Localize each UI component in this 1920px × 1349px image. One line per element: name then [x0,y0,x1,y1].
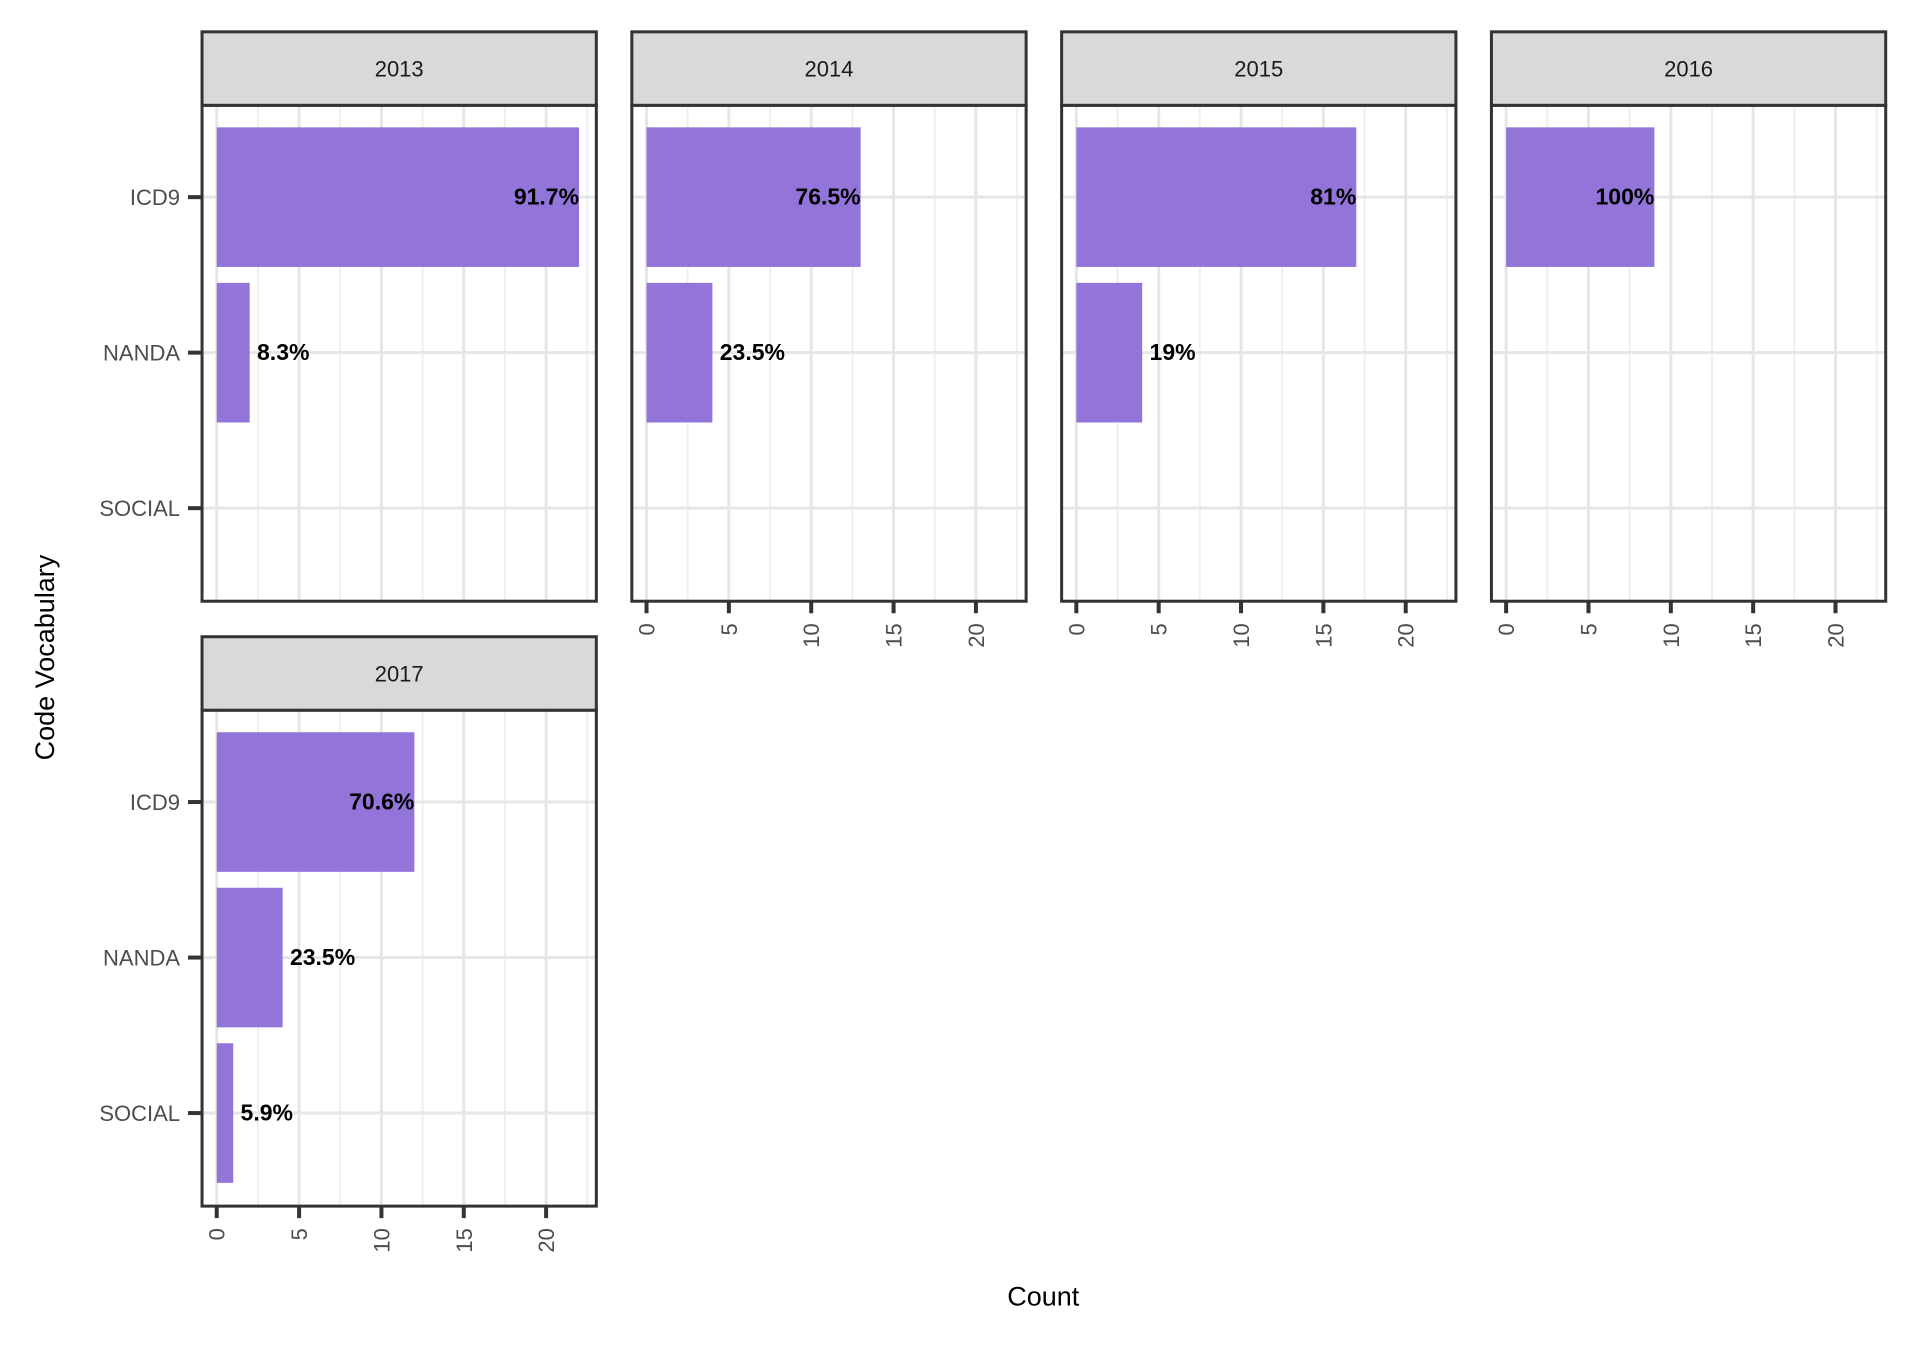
facet-panel-2014: 76.5% 23.5% 2014 0 5 10 15 20 [630,30,1028,648]
strip-label: 2014 [805,57,854,82]
x-tick-label: 5 [717,623,742,635]
strip-background [200,635,598,712]
y-tick-label: NANDA [103,946,180,971]
y-axis-title: Code Vocabulary [30,554,60,760]
y-tick-label: ICD9 [130,185,180,210]
bar-social [216,1043,234,1183]
y-tick-label: ICD9 [130,790,180,815]
strip-background [630,30,1028,107]
x-tick-label: 15 [1741,623,1766,647]
bar-nanda [216,887,283,1028]
strip-label: 2017 [375,661,424,686]
x-tick-label: 20 [534,1228,559,1252]
bar-icd9 [216,732,415,872]
x-tick-label: 0 [1494,623,1519,635]
strip-background [200,30,598,107]
data-label: 91.7% [514,183,579,209]
bar-icd9 [1076,127,1357,267]
x-tick-label: 0 [205,1228,230,1240]
data-label: 81% [1310,183,1356,209]
data-label: 70.6% [349,788,414,814]
data-label: 23.5% [720,339,785,365]
x-tick-label: 10 [369,1228,394,1252]
data-label: 100% [1596,183,1655,209]
facet-panel-2013: 91.7% 8.3% 2013 ICD9 NANDA SOCIAL [99,30,598,603]
x-tick-label: 15 [1311,623,1336,647]
y-tick-label: SOCIAL [99,496,180,521]
x-tick-label: 20 [1824,623,1849,647]
x-tick-label: 15 [452,1228,477,1252]
data-label: 5.9% [241,1099,293,1125]
y-tick-label: NANDA [103,341,180,366]
strip-label: 2013 [375,57,424,82]
data-label: 76.5% [795,183,860,209]
x-tick-label: 5 [1147,623,1172,635]
bar-icd9 [1506,127,1655,267]
x-tick-label: 20 [964,623,989,647]
x-tick-label: 10 [1659,623,1684,647]
data-label: 8.3% [257,339,309,365]
bar-icd9 [646,127,861,267]
x-tick-label: 5 [1576,623,1601,635]
facet-panel-2016: 100% 2016 0 5 10 15 20 [1489,30,1888,648]
data-label: 19% [1150,339,1196,365]
bar-nanda [1076,282,1143,423]
strip-label: 2015 [1234,57,1283,82]
x-tick-label: 0 [635,623,660,635]
x-tick-label: 20 [1394,623,1419,647]
facet-panel-2015: 81% 19% 2015 0 5 10 15 20 [1060,30,1458,648]
x-axis-title: Count [1007,1281,1080,1311]
data-label: 23.5% [290,944,355,970]
bar-icd9 [216,127,580,267]
strip-label: 2016 [1664,57,1713,82]
x-tick-label: 10 [1229,623,1254,647]
y-tick-label: SOCIAL [99,1101,180,1126]
bar-nanda [216,282,250,423]
x-tick-label: 0 [1064,623,1089,635]
strip-background [1060,30,1458,107]
x-tick-label: 10 [799,623,824,647]
x-tick-label: 15 [882,623,907,647]
strip-background [1489,30,1888,107]
x-tick-label: 5 [287,1228,312,1240]
bar-nanda [646,282,713,423]
facet-panel-2017: 70.6% 23.5% 5.9% 2017 ICD9 NANDA SOCIAL 0 5 10 15 2… [99,635,598,1253]
